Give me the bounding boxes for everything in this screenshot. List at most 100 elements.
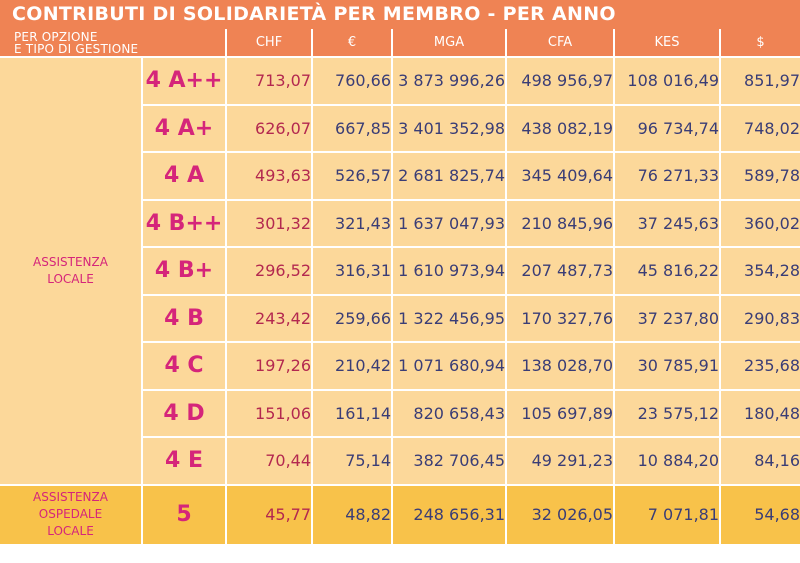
value-kes: 37 245,63: [615, 200, 722, 248]
table-row: 4 B 243,42 259,66 1 322 456,95 170 327,7…: [0, 295, 800, 343]
value-cfa: 105 697,89: [507, 390, 616, 438]
value-mga: 2 681 825,74: [393, 153, 508, 201]
value-chf: 45,77: [227, 485, 314, 546]
table-row: 4 A 493,63 526,57 2 681 825,74 345 409,6…: [0, 153, 800, 201]
group-label-line1: ASSISTENZA: [33, 254, 108, 269]
group-hospital-care: ASSISTENZA OSPEDALE LOCALE: [0, 485, 143, 546]
value-eur: 316,31: [313, 248, 394, 296]
table-row: 4 B++ 301,32 321,43 1 637 047,93 210 845…: [0, 200, 800, 248]
table-row-hospital: ASSISTENZA OSPEDALE LOCALE 5 45,77 48,82…: [0, 485, 800, 546]
value-chf: 197,26: [227, 343, 314, 391]
value-chf: 70,44: [227, 438, 314, 486]
value-kes: 76 271,33: [615, 153, 722, 201]
value-usd: 290,83: [721, 295, 800, 343]
group-label-line3: LOCALE: [47, 524, 94, 538]
table-row: 4 A+ 626,07 667,85 3 401 352,98 438 082,…: [0, 105, 800, 153]
group-label-line2: OSPEDALE: [38, 507, 103, 521]
value-chf: 151,06: [227, 390, 314, 438]
value-usd: 84,16: [721, 438, 800, 486]
value-chf: 626,07: [227, 105, 314, 153]
value-usd: 360,02: [721, 200, 800, 248]
option-label: 4 B++: [143, 200, 228, 248]
value-cfa: 207 487,73: [507, 248, 616, 296]
value-mga: 1 071 680,94: [393, 343, 508, 391]
value-kes: 30 785,91: [615, 343, 722, 391]
value-kes: 10 884,20: [615, 438, 722, 486]
value-usd: 54,68: [721, 485, 800, 546]
group-local-care: ASSISTENZA LOCALE: [0, 58, 143, 486]
value-cfa: 438 082,19: [507, 105, 616, 153]
value-chf: 243,42: [227, 295, 314, 343]
value-mga: 1 610 973,94: [393, 248, 508, 296]
table-row: 4 E 70,44 75,14 382 706,45 49 291,23 10 …: [0, 438, 800, 486]
currency-header-usd: $: [721, 29, 800, 58]
value-eur: 210,42: [313, 343, 394, 391]
value-chf: 301,32: [227, 200, 314, 248]
value-mga: 248 656,31: [393, 485, 508, 546]
option-header-line1: PER OPZIONE: [14, 29, 98, 44]
table-row: 4 D 151,06 161,14 820 658,43 105 697,89 …: [0, 390, 800, 438]
option-header-line2: E TIPO DI GESTIONE: [14, 41, 139, 56]
value-mga: 1 322 456,95: [393, 295, 508, 343]
option-label: 4 C: [143, 343, 228, 391]
value-kes: 7 071,81: [615, 485, 722, 546]
currency-header-mga: MGA: [393, 29, 508, 58]
value-usd: 851,97: [721, 58, 800, 106]
value-eur: 667,85: [313, 105, 394, 153]
value-usd: 589,78: [721, 153, 800, 201]
value-eur: 259,66: [313, 295, 394, 343]
table-row: 4 C 197,26 210,42 1 071 680,94 138 028,7…: [0, 343, 800, 391]
option-label: 4 A+: [143, 105, 228, 153]
value-chf: 713,07: [227, 58, 314, 106]
value-eur: 526,57: [313, 153, 394, 201]
value-cfa: 210 845,96: [507, 200, 616, 248]
value-usd: 748,02: [721, 105, 800, 153]
option-label: 4 A++: [143, 58, 228, 106]
group-label-line1: ASSISTENZA: [33, 490, 108, 504]
value-mga: 1 637 047,93: [393, 200, 508, 248]
value-mga: 820 658,43: [393, 390, 508, 438]
value-eur: 75,14: [313, 438, 394, 486]
currency-header-kes: KES: [615, 29, 722, 58]
value-cfa: 498 956,97: [507, 58, 616, 106]
value-kes: 23 575,12: [615, 390, 722, 438]
option-label: 4 B: [143, 295, 228, 343]
currency-header-chf: CHF: [227, 29, 314, 58]
value-usd: 235,68: [721, 343, 800, 391]
value-kes: 108 016,49: [615, 58, 722, 106]
option-label: 4 B+: [143, 248, 228, 296]
value-chf: 493,63: [227, 153, 314, 201]
value-cfa: 345 409,64: [507, 153, 616, 201]
table-row: 4 B+ 296,52 316,31 1 610 973,94 207 487,…: [0, 248, 800, 296]
option-label: 4 D: [143, 390, 228, 438]
value-cfa: 32 026,05: [507, 485, 616, 546]
value-eur: 321,43: [313, 200, 394, 248]
option-label: 4 E: [143, 438, 228, 486]
value-cfa: 138 028,70: [507, 343, 616, 391]
value-kes: 45 816,22: [615, 248, 722, 296]
value-kes: 37 237,80: [615, 295, 722, 343]
table-row: ASSISTENZA LOCALE 4 A++ 713,07 760,66 3 …: [0, 58, 800, 486]
value-mga: 382 706,45: [393, 438, 508, 486]
value-mga: 3 401 352,98: [393, 105, 508, 153]
value-usd: 180,48: [721, 390, 800, 438]
option-header: PER OPZIONE E TIPO DI GESTIONE: [0, 29, 228, 58]
value-kes: 96 734,74: [615, 105, 722, 153]
page-title: CONTRIBUTI DI SOLIDARIETÀ PER MEMBRO - P…: [0, 0, 800, 29]
currency-header-cfa: CFA: [507, 29, 616, 58]
value-chf: 296,52: [227, 248, 314, 296]
header-row: PER OPZIONE E TIPO DI GESTIONE CHF € MGA…: [0, 29, 800, 58]
value-eur: 760,66: [313, 58, 394, 106]
value-eur: 48,82: [313, 485, 394, 546]
value-mga: 3 873 996,26: [393, 58, 508, 106]
currency-header-eur: €: [313, 29, 394, 58]
value-usd: 354,28: [721, 248, 800, 296]
value-cfa: 170 327,76: [507, 295, 616, 343]
value-eur: 161,14: [313, 390, 394, 438]
group-label-line2: LOCALE: [47, 271, 94, 286]
value-cfa: 49 291,23: [507, 438, 616, 486]
option-label: 4 A: [143, 153, 228, 201]
option-label: 5: [143, 485, 228, 546]
contributions-table: PER OPZIONE E TIPO DI GESTIONE CHF € MGA…: [0, 29, 800, 546]
